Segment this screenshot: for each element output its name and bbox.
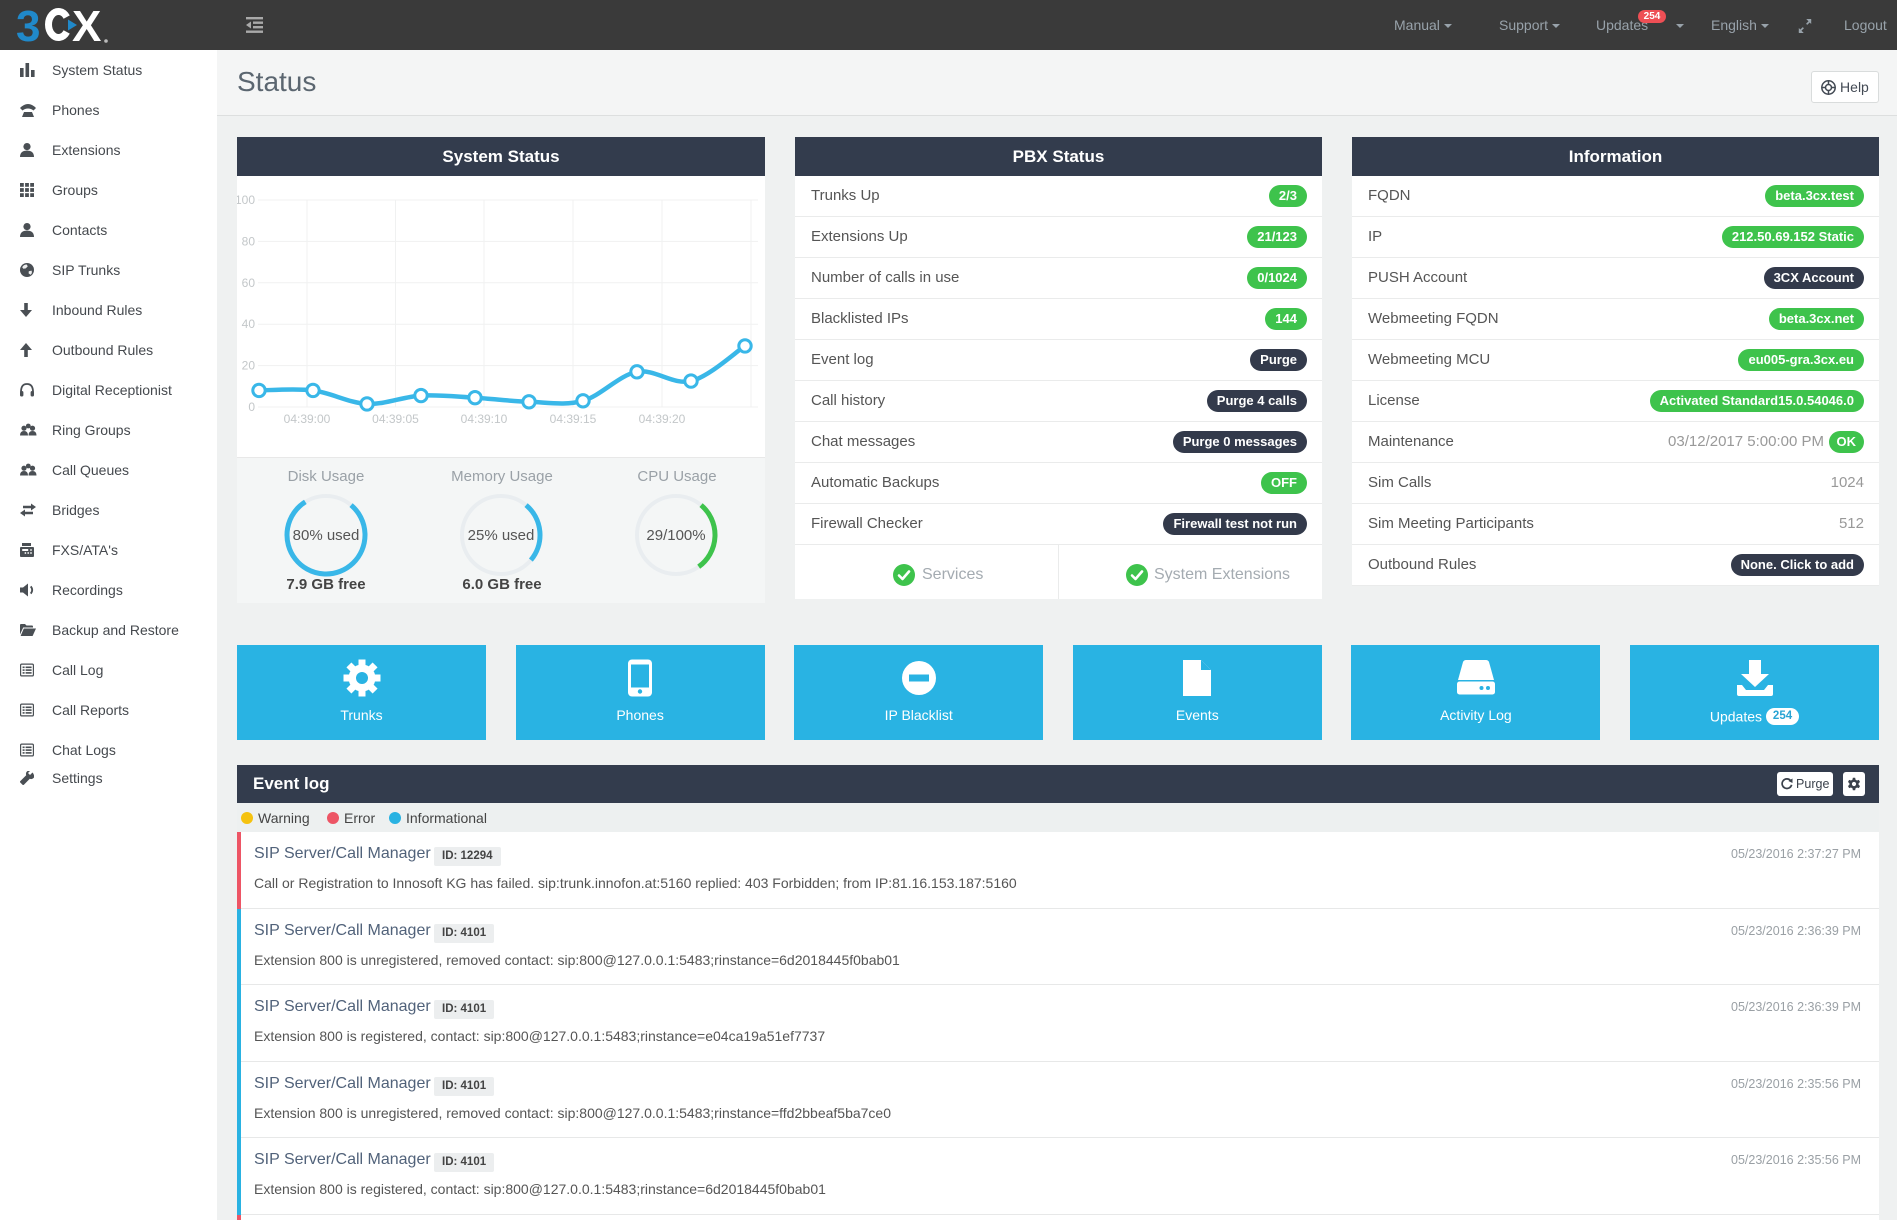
- svg-text:3: 3: [17, 4, 40, 46]
- svg-text:80: 80: [242, 234, 256, 248]
- svg-text:04:39:15: 04:39:15: [550, 412, 597, 426]
- svg-text:60: 60: [242, 276, 256, 290]
- svg-text:25% used: 25% used: [468, 527, 535, 544]
- svg-text:X: X: [72, 4, 101, 46]
- svg-text:0: 0: [248, 400, 255, 414]
- svg-text:04:39:10: 04:39:10: [461, 412, 508, 426]
- svg-text:100: 100: [237, 193, 255, 207]
- svg-text:29/100%: 29/100%: [646, 527, 705, 544]
- svg-text:20: 20: [242, 359, 256, 373]
- svg-text:04:39:20: 04:39:20: [639, 412, 686, 426]
- svg-text:80% used: 80% used: [293, 527, 360, 544]
- svg-text:04:39:05: 04:39:05: [372, 412, 419, 426]
- svg-text:04:39:00: 04:39:00: [284, 412, 331, 426]
- svg-text:40: 40: [242, 317, 256, 331]
